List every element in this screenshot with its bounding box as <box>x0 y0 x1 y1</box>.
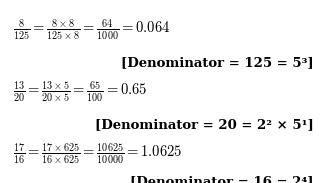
Text: [Denominator = 16 = 2⁴]: [Denominator = 16 = 2⁴] <box>130 175 313 183</box>
Text: [Denominator = 125 = 5³]: [Denominator = 125 = 5³] <box>121 56 313 69</box>
Text: $\frac{17}{16} = \frac{17 \times 625}{16 \times 625} = \frac{10625}{10000} = 1.0: $\frac{17}{16} = \frac{17 \times 625}{16… <box>13 141 182 166</box>
Text: [Denominator = 20 = 2² × 5¹]: [Denominator = 20 = 2² × 5¹] <box>95 118 313 131</box>
Text: $\frac{13}{20} = \frac{13 \times 5}{20 \times 5} = \frac{65}{100} = 0.65$: $\frac{13}{20} = \frac{13 \times 5}{20 \… <box>13 79 147 104</box>
Text: $\frac{8}{125} = \frac{8 \times 8}{125 \times 8} = \frac{64}{1000} = 0.064$: $\frac{8}{125} = \frac{8 \times 8}{125 \… <box>13 17 170 42</box>
